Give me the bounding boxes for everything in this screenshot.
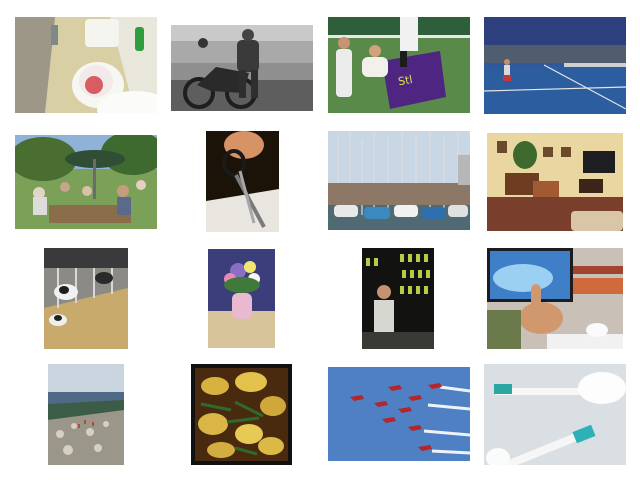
jets-formation-photo-icon — [328, 367, 470, 461]
living-room-photo-icon — [487, 133, 623, 231]
tennis-stadium-photo-icon — [484, 17, 626, 114]
scissors-photo-icon — [206, 131, 279, 232]
thumbs-up-computer-photo-icon — [487, 248, 623, 349]
tennis-players-photo-icon: Stl — [328, 17, 470, 113]
wine-shop-photo-icon — [362, 248, 434, 349]
toilet-photo-icon — [15, 17, 157, 113]
toothbrushes-photo-icon — [484, 364, 626, 465]
cows-barn-photo-icon — [44, 248, 128, 349]
flower-vase-photo-icon — [208, 249, 275, 348]
marina-boats-photo-icon — [328, 131, 470, 230]
motorcycle-photo-icon — [171, 25, 313, 111]
svg-text:Stl: Stl — [397, 73, 413, 88]
garden-party-photo-icon — [15, 135, 157, 229]
food-pan-photo-icon — [191, 364, 292, 465]
mountain-summit-photo-icon — [48, 364, 124, 465]
